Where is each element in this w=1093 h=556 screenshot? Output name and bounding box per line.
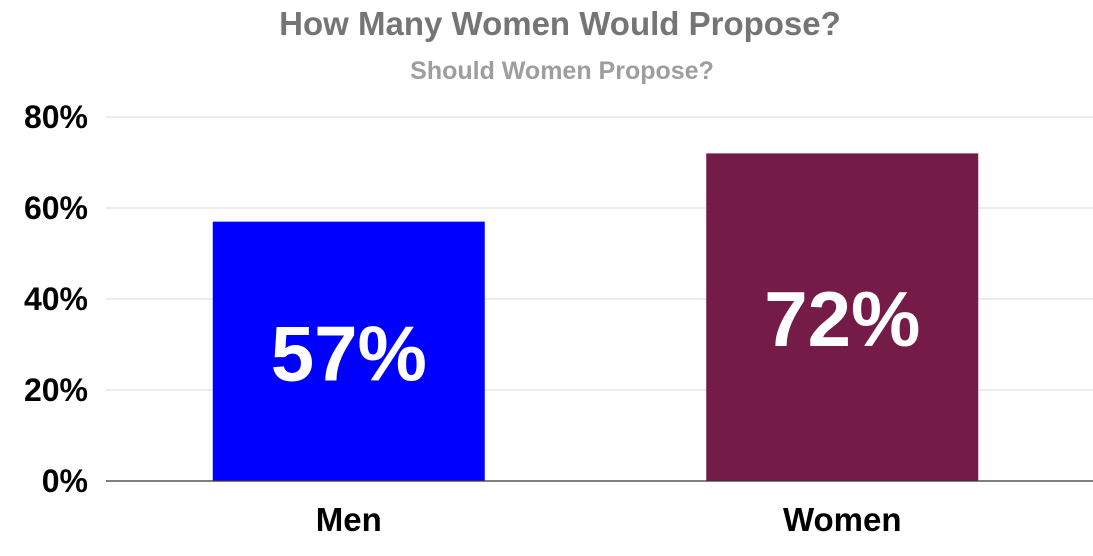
y-tick-label: 20% bbox=[24, 372, 88, 408]
bar-women bbox=[706, 153, 979, 481]
data-label-women: 72% bbox=[764, 275, 920, 363]
y-tick-label: 60% bbox=[24, 190, 88, 226]
bar-men bbox=[212, 221, 485, 481]
x-axis-ticks: Men Women bbox=[316, 501, 902, 538]
y-tick-label: 80% bbox=[24, 99, 88, 135]
y-axis-ticks: 0% 20% 40% 60% 80% bbox=[24, 99, 88, 499]
y-tick-label: 0% bbox=[42, 463, 88, 499]
y-tick-label: 40% bbox=[24, 281, 88, 317]
bars: 57% 72% bbox=[212, 153, 979, 481]
chart-subtitle: Should Women Propose? bbox=[410, 57, 714, 85]
chart-title: How Many Women Would Propose? bbox=[279, 5, 841, 42]
x-tick-label: Women bbox=[783, 501, 902, 538]
data-label-men: 57% bbox=[271, 309, 427, 397]
x-tick-label: Men bbox=[316, 501, 382, 538]
